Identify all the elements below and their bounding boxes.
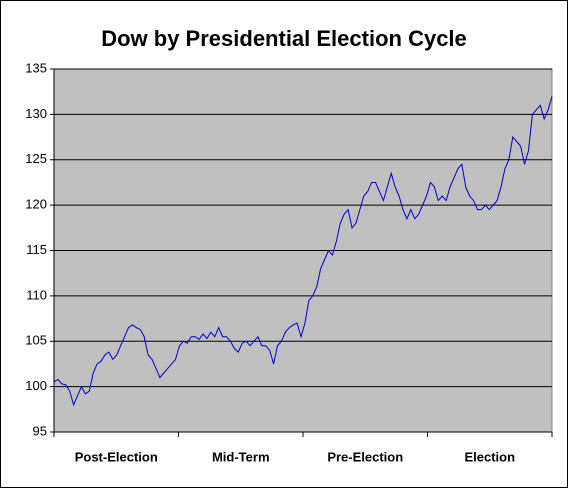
y-tick-label: 95: [33, 423, 47, 438]
chart-title: Dow by Presidential Election Cycle: [101, 26, 467, 51]
x-tick-label: Post-Election: [75, 449, 158, 464]
x-tick-label: Pre-Election: [327, 449, 403, 464]
x-tick-label: Election: [464, 449, 515, 464]
x-tick-label: Mid-Term: [212, 449, 270, 464]
y-tick-label: 110: [26, 287, 47, 302]
y-tick-label: 100: [25, 378, 47, 393]
data-line: [53, 96, 553, 407]
y-tick-label: 135: [25, 60, 47, 75]
y-tick-label: 105: [25, 333, 47, 348]
y-tick-label: 125: [25, 151, 47, 166]
y-tick-label: 115: [26, 242, 47, 257]
y-tick-label: 120: [25, 197, 47, 212]
y-tick-label: 130: [25, 106, 47, 121]
